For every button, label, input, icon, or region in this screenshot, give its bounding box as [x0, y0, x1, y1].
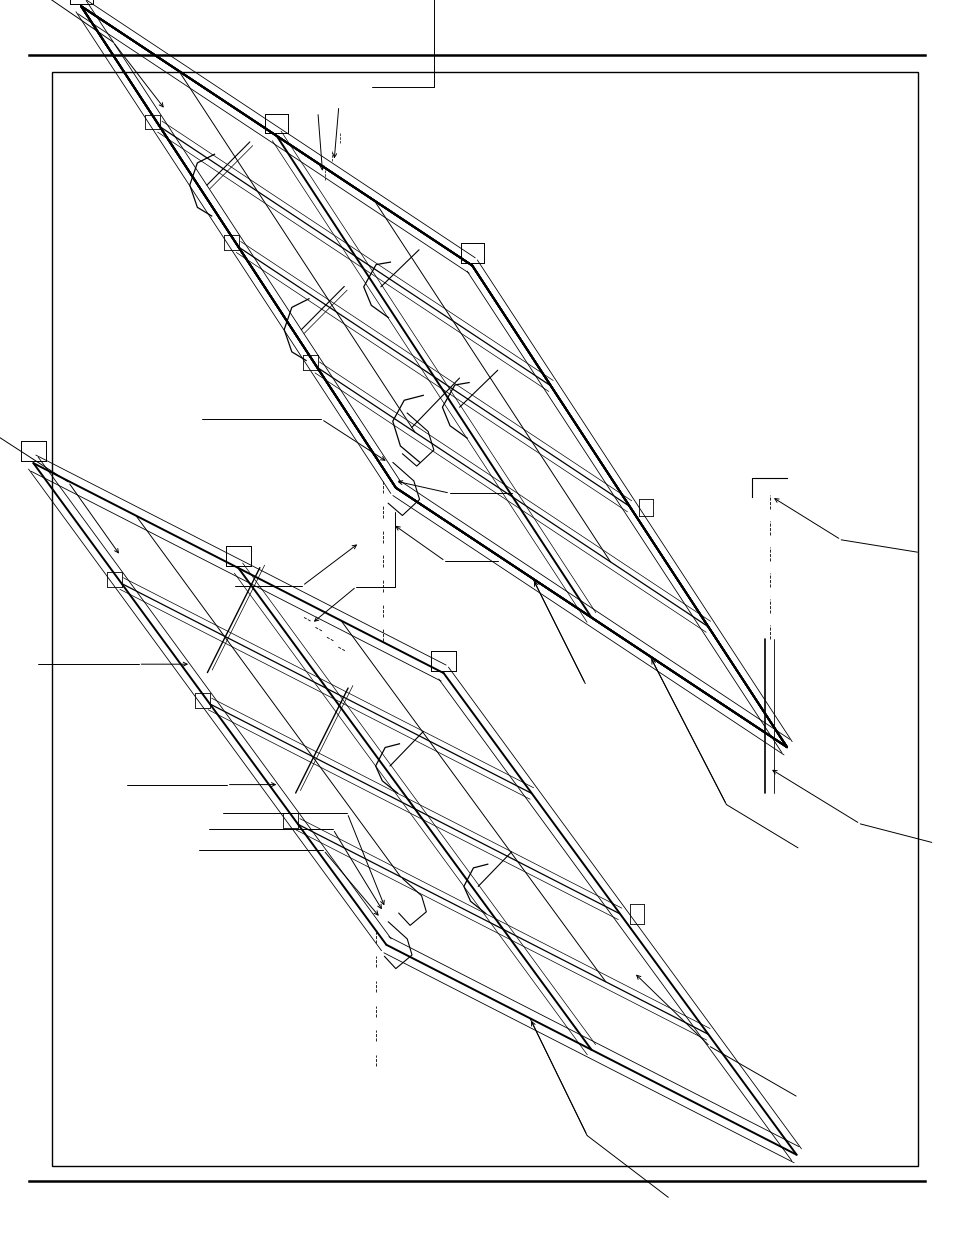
Bar	[52, 72, 917, 1166]
